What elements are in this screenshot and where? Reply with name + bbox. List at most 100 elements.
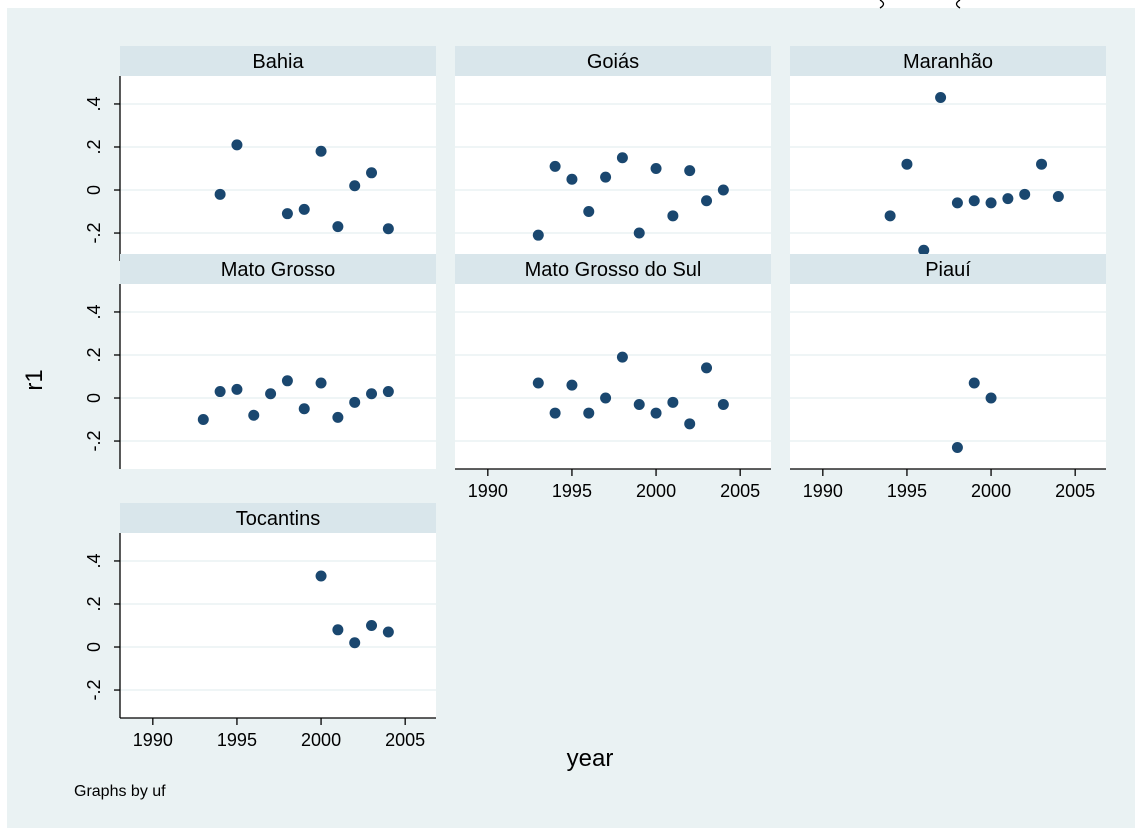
data-point [717,398,729,410]
graphs-by-note: Graphs by uf [74,783,166,800]
top-clipped-parenthesis [879,0,961,9]
data-point [968,377,980,389]
panel-mato-grosso-do-sul: Mato Grosso do Sul 1990 1995 2000 2005 [455,254,771,501]
x-tick-label: 2000 [636,481,676,501]
x-tick-label: 1995 [217,730,257,750]
data-point [532,229,544,241]
panel-strip [120,46,436,76]
y-tick-label: .2 [84,347,104,362]
plot-area [120,284,436,469]
data-point [315,145,327,157]
data-point [667,396,679,408]
data-point [281,208,293,220]
panel-strip [455,254,771,284]
x-tick-label: 2005 [385,730,425,750]
panel-title: Tocantins [236,508,321,530]
y-tick-label: .2 [84,596,104,611]
data-point [935,92,947,104]
x-axis-title: year [567,745,614,772]
panel-bahia: Bahia -.2 0 .2 .4 [84,46,436,261]
y-tick-label: -.2 [84,431,104,452]
data-point [684,418,696,430]
data-point [884,210,896,222]
data-point [382,386,394,398]
data-point [281,375,293,387]
data-point [366,388,378,400]
plot-area [790,76,1106,261]
x-tick-label: 1990 [468,481,508,501]
data-point [616,152,628,164]
data-point [583,407,595,419]
data-point [315,570,327,582]
data-point [298,403,310,415]
data-point [549,160,561,172]
panel-goi-s: Goiás [455,46,771,261]
x-tick-label: 2005 [1055,481,1095,501]
data-point [985,392,997,404]
y-tick-label: -.2 [84,223,104,244]
data-point [549,407,561,419]
data-point [532,377,544,389]
data-point [231,139,243,151]
panel-strip [120,254,436,284]
x-tick-label: 1995 [887,481,927,501]
plot-area [790,284,1106,469]
y-tick-label: 0 [84,393,104,403]
plot-area [455,76,771,261]
panel-maranh-o: Maranhão [790,46,1106,261]
x-tick-label: 2000 [301,730,341,750]
panel-title: Bahia [252,51,304,73]
data-point [1052,190,1064,202]
data-point [349,637,361,649]
data-point [1019,188,1031,200]
data-point [332,411,344,423]
data-point [214,188,226,200]
y-tick-label: .4 [84,553,104,568]
panel-title: Mato Grosso [221,259,335,281]
data-point [701,362,713,374]
data-point [633,398,645,410]
y-tick-label: 0 [84,642,104,652]
data-point [684,165,696,177]
data-point [566,379,578,391]
data-point [382,626,394,638]
data-point [717,184,729,196]
data-point [968,195,980,207]
data-point [701,195,713,207]
panel-piau-: Piauí 1990 1995 2000 2005 [790,254,1106,501]
data-point [633,227,645,239]
x-tick-label: 1995 [552,481,592,501]
panel-title: Maranhão [903,51,993,73]
data-point [332,624,344,636]
panel-strip [790,46,1106,76]
data-point [366,620,378,631]
data-point [366,167,378,179]
data-point [901,158,913,170]
panel-title: Mato Grosso do Sul [525,259,702,281]
data-point [298,203,310,215]
panel-strip [790,254,1106,284]
data-point [918,244,930,256]
data-point [667,210,679,222]
panel-mato-grosso: Mato Grosso -.2 0 .2 .4 [84,254,436,469]
data-point [951,441,963,453]
y-tick-label: .4 [84,304,104,319]
panel-tocantins: Tocantins -.2 0 .2 .4 1990 1995 2000 2005 [84,503,436,750]
data-point [566,173,578,185]
data-point [349,396,361,408]
data-point [616,351,628,363]
data-point [197,414,209,426]
data-point [332,221,344,233]
y-tick-label: .4 [84,96,104,111]
data-point [985,197,997,209]
data-point [600,171,612,183]
data-point [650,407,662,419]
panel-strip [120,503,436,533]
panel-strip [455,46,771,76]
data-point [600,392,612,404]
x-tick-label: 1990 [133,730,173,750]
y-tick-label: -.2 [84,680,104,701]
data-point [382,223,394,235]
